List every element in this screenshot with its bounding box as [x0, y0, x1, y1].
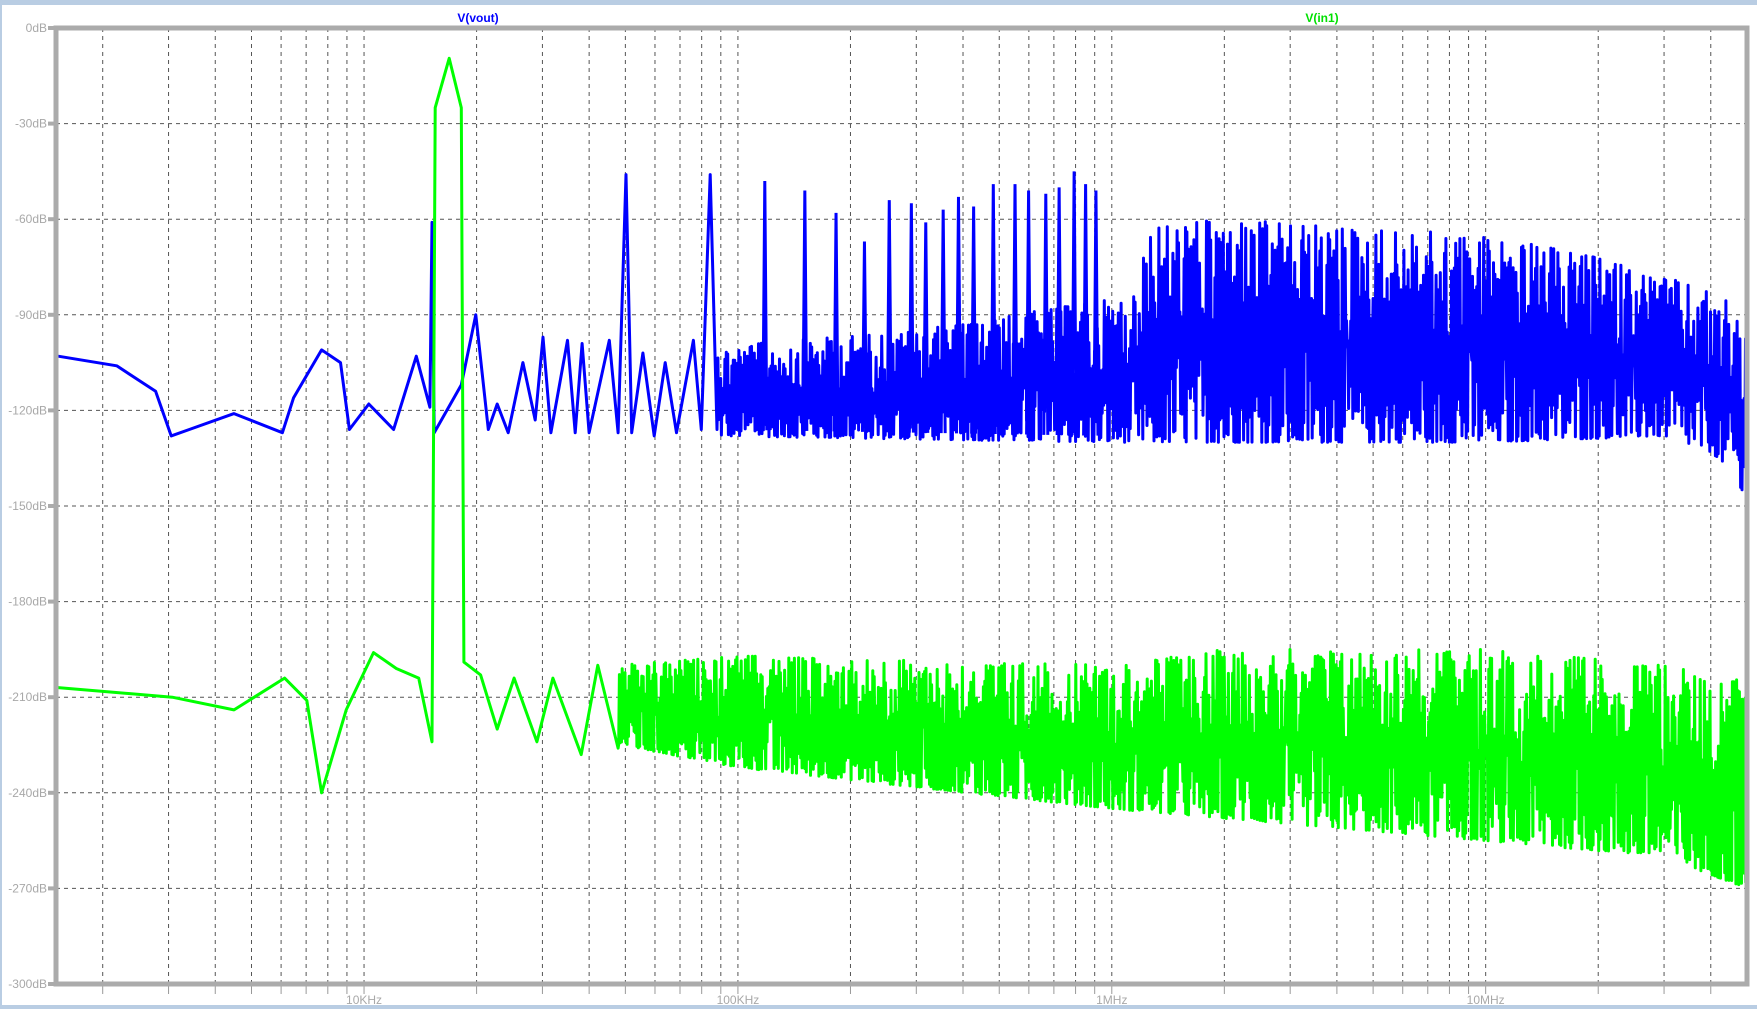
- harmonic-peak: [885, 200, 893, 433]
- x-tick-label: 100KHz: [717, 993, 760, 1007]
- y-tick-label: -120dB: [8, 403, 47, 417]
- harmonic-peak: [1055, 187, 1063, 436]
- harmonic-peak: [1042, 193, 1050, 435]
- harmonic-peak: [970, 206, 978, 434]
- harmonic-peak: [832, 212, 840, 432]
- harmonic-peak: [922, 222, 930, 433]
- harmonic-peak: [761, 180, 769, 431]
- harmonic-peak: [989, 184, 997, 434]
- harmonic-peak: [1092, 190, 1100, 436]
- y-tick-label: -180dB: [8, 595, 47, 609]
- series-vout: [57, 171, 1749, 526]
- y-tick-label: -300dB: [8, 977, 47, 991]
- harmonic-peak: [860, 241, 868, 432]
- harmonic-peak: [1082, 184, 1090, 436]
- legend-vout[interactable]: V(vout): [457, 11, 498, 25]
- harmonic-peak: [939, 209, 947, 434]
- y-tick-label: -210dB: [8, 690, 47, 704]
- traces: [57, 56, 1749, 887]
- harmonic-peak: [1025, 190, 1033, 435]
- y-tick-label: -90dB: [15, 308, 47, 322]
- y-tick-label: -30dB: [15, 117, 47, 131]
- grid: [48, 26, 1747, 994]
- series-line: [57, 173, 1749, 526]
- series-line: [58, 56, 1748, 887]
- x-tick-label: 10KHz: [346, 993, 382, 1007]
- y-tick-label: -60dB: [15, 212, 47, 226]
- harmonic-peak: [1070, 171, 1078, 436]
- y-tick-label: 0dB: [26, 21, 47, 35]
- harmonic-peak: [801, 190, 809, 431]
- harmonic-peak: [907, 203, 915, 433]
- y-tick-label: -240dB: [8, 786, 47, 800]
- x-tick-label: 1MHz: [1096, 993, 1127, 1007]
- series-in1: [58, 56, 1748, 887]
- harmonic-peak: [1011, 184, 1019, 435]
- y-tick-label: -270dB: [8, 881, 47, 895]
- axis-labels: 0dB -30dB -60dB -90dB -120dB -150dB -180dB -210…: [8, 21, 1505, 1007]
- plot-frame: [53, 25, 1750, 987]
- harmonic-peak: [954, 196, 962, 434]
- x-tick-label: 10MHz: [1467, 993, 1505, 1007]
- y-tick-label: -150dB: [8, 499, 47, 513]
- spectrum-chart[interactable]: 0dB -30dB -60dB -90dB -120dB -150dB -180dB -210…: [2, 5, 1757, 1009]
- legend-in1[interactable]: V(in1): [1305, 11, 1338, 25]
